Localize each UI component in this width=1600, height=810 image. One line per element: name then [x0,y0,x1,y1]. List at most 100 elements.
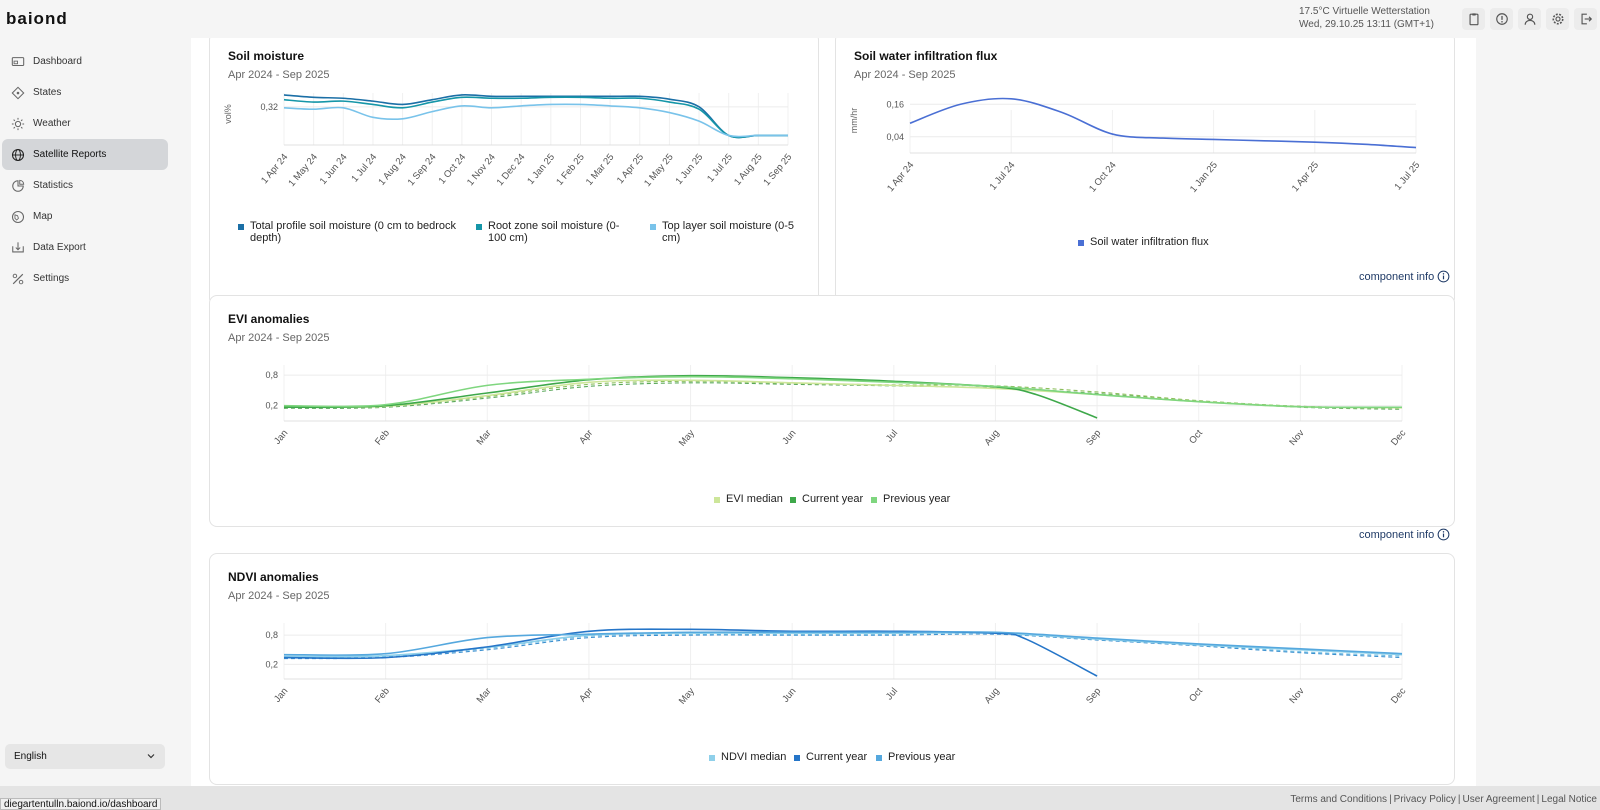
x-tick-label: Oct [1187,686,1205,705]
sidebar-item-satellite-reports[interactable]: Satellite Reports [2,139,168,170]
legend-swatch [650,224,656,230]
x-tick-label: May [677,428,697,449]
legend-item[interactable]: Current year [794,751,867,763]
footer-link-legal-notice[interactable]: Legal Notice [1541,794,1597,805]
date-line: Wed, 29.10.25 13:11 (GMT+1) [1299,19,1434,30]
x-tick-label: 1 Jul 25 [1392,160,1422,193]
x-tick-label: Sep [1084,686,1103,706]
sidebar-item-label: Settings [33,273,70,284]
sidebar-item-weather[interactable]: Weather [2,108,168,139]
footer-link-user-agreement[interactable]: User Agreement [1462,794,1535,805]
infiltration-flux-chart[interactable]: 0,16 0,04 mm/hr 1 Apr 24 1 Jul 24 1 Oct 24 1 J… [836,38,1456,307]
legend-label: EVI median [726,493,783,505]
x-tick-label: Jun [780,428,798,447]
legend-item[interactable]: Total profile soil moisture (0 cm to bed… [238,220,458,244]
legend-item[interactable]: NDVI median [709,751,786,763]
legend-item[interactable]: Current year [790,493,863,505]
y-tick-label: 0,8 [265,370,278,380]
sidebar-item-data-export[interactable]: Data Export [2,232,168,263]
x-tick-label: 1 Nov 24 [465,152,498,188]
legend-item[interactable]: Previous year [871,493,950,505]
legend-item[interactable]: EVI median [714,493,783,505]
sidebar-item-settings[interactable]: Settings [2,263,168,294]
legend-item[interactable]: Root zone soil moisture (0-100 cm) [476,220,636,244]
chart-title: Soil water infiltration flux [854,49,998,63]
x-tick-label: Apr [577,686,595,704]
header-toolbar [1462,8,1597,30]
infiltration-flux-card: Soil water infiltration flux Apr 2024 - … [835,38,1455,306]
x-tick-label: Feb [373,686,392,706]
x-tick-label: 1 Feb 25 [554,152,587,188]
ndvi-anomalies-chart[interactable]: 0,8 0,2 Jan Feb Mar Apr May Jun Jul Aug Sep Oct Nov D… [210,554,1456,786]
sidebar-item-dashboard[interactable]: Dashboard [2,46,168,77]
reference-line [283,633,1403,660]
legend-swatch [790,497,796,503]
component-info-link[interactable]: component info [1359,270,1450,283]
x-tick-label: Mar [475,686,494,706]
main-content: Soil moisture Apr 2024 - Sep 2025 0,32 vo… [191,38,1476,786]
chevron-down-icon [147,754,155,759]
weather-line: 17.5°C Virtuelle Wetterstation [1299,6,1430,17]
language-value: English [14,751,47,762]
x-tick-label: 1 Mar 25 [584,152,617,188]
x-tick-label: May [677,686,697,707]
y-tick-label: 0,04 [886,132,904,142]
map-icon [11,210,25,224]
user-icon[interactable] [1518,8,1541,30]
component-info-link[interactable]: component info [1359,528,1450,541]
info-icon [1437,270,1450,283]
sidebar-item-label: Satellite Reports [33,149,107,160]
clipboard-icon[interactable] [1462,8,1485,30]
x-tick-label: Jan [272,686,290,705]
x-tick-label: 1 Sep 24 [406,152,439,188]
x-tick-label: 1 Jan 25 [1188,160,1220,195]
sun-icon [11,117,25,131]
x-tick-label: Jul [884,686,900,702]
chart-subtitle: Apr 2024 - Sep 2025 [228,590,330,602]
series-line [283,375,1403,409]
chart-title: EVI anomalies [228,312,310,326]
sidebar-nav: Dashboard States Weather Satellite Repor… [0,46,172,294]
language-select[interactable]: English [5,744,165,769]
x-tick-label: 1 Oct 24 [1087,160,1119,195]
footer-link-privacy[interactable]: Privacy Policy [1393,794,1456,805]
sidebar-item-label: States [33,87,62,98]
x-tick-label: Dec [1389,686,1408,706]
globe-icon [11,148,25,162]
series-line [283,94,788,139]
x-tick-label: Nov [1287,686,1306,706]
x-tick-label: Aug [982,428,1001,448]
sidebar-item-statistics[interactable]: Statistics [2,170,168,201]
statistics-icon [11,179,25,193]
x-tick-label: 1 Oct 24 [437,152,469,187]
x-tick-label: 1 Apr 24 [885,160,916,194]
x-tick-label: 1 Apr 24 [259,152,290,186]
series-line [283,96,788,139]
states-icon [11,86,25,100]
alert-icon[interactable] [1490,8,1513,30]
app-logo[interactable]: baiond [6,9,68,28]
y-tick-label: 0,16 [886,99,904,109]
evi-anomalies-chart[interactable]: 0,8 0,2 Jan Feb Mar Apr May Jun Jul Aug Sep Oct Nov D… [210,296,1456,528]
legend-label: Current year [802,493,864,505]
weather-info[interactable]: 17.5°C Virtuelle Wetterstation Wed, 29.1… [1299,5,1434,31]
y-tick-label: 0,2 [265,659,278,669]
legend-item[interactable]: Previous year [876,751,955,763]
y-tick-label: 0,32 [260,102,278,112]
sidebar-item-states[interactable]: States [2,77,168,108]
y-axis-label: mm/hr [849,108,859,134]
sidebar-item-map[interactable]: Map [2,201,168,232]
x-tick-label: 1 Apr 25 [1290,160,1321,194]
legend-item[interactable]: Soil water infiltration flux [1078,236,1209,248]
logout-icon[interactable] [1574,8,1597,30]
dashboard-icon [11,55,25,69]
gear-icon[interactable] [1546,8,1569,30]
soil-moisture-chart[interactable]: 0,32 vol% 1 Apr 241 May 241 Jun 24 1 Jul 24… [210,38,820,307]
legend-item[interactable]: Top layer soil moisture (0-5 cm) [650,220,800,244]
x-tick-label: 1 Sep 25 [761,152,794,188]
x-tick-label: 1 Aug 24 [376,152,409,188]
footer-link-terms[interactable]: Terms and Conditions [1290,794,1388,805]
x-tick-label: Feb [373,428,392,448]
legend-swatch [876,755,882,761]
x-tick-label: 1 May 25 [642,152,676,189]
